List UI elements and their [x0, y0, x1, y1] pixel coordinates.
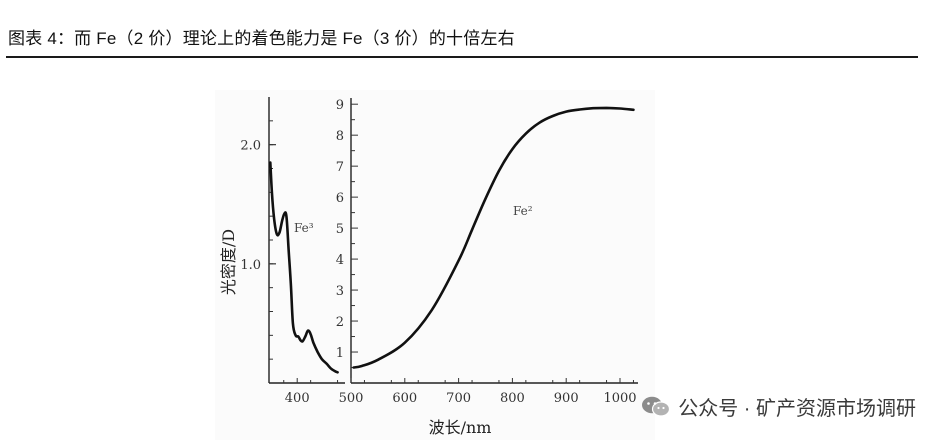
title-divider: [6, 56, 918, 58]
right-y-tick-label: 9: [336, 98, 344, 113]
x-tick-label: 400: [285, 391, 310, 406]
right-x-ticks: 500 600 700 800 900 1000: [339, 378, 637, 406]
right-y-tick-label: 6: [336, 191, 344, 206]
fe3-series-label: Fe³: [294, 221, 314, 235]
right-y-tick-label: 3: [336, 284, 344, 299]
y-axis-title: 光密度/D: [219, 229, 238, 295]
left-y-tick-label: 1.0: [240, 258, 261, 273]
figure-title: 图表 4：而 Fe（2 价）理论上的着色能力是 Fe（3 价）的十倍左右: [8, 29, 515, 48]
x-tick-label: 700: [446, 391, 471, 406]
left-x-ticks: 400: [283, 378, 339, 406]
wechat-icon: [641, 395, 671, 419]
x-tick-label: 500: [339, 391, 364, 406]
right-y-tick-label: 5: [336, 222, 344, 237]
fe2-series-line: [352, 106, 635, 369]
right-y-tick-label: 4: [336, 253, 344, 268]
right-y-tick-label: 7: [336, 160, 344, 175]
right-y-tick-label: 2: [336, 315, 344, 330]
x-axis-title: 波长/nm: [429, 418, 492, 437]
right-y-tick-label: 1: [336, 346, 344, 361]
fe3-series-line: [269, 161, 339, 374]
fe2-series-label: Fe²: [513, 204, 533, 218]
x-tick-label: 800: [500, 391, 525, 406]
watermark: 公众号 · 矿产资源市场调研: [641, 392, 916, 421]
x-tick-label: 600: [392, 391, 417, 406]
x-tick-label: 1000: [603, 391, 636, 406]
chart-background: [215, 90, 655, 440]
watermark-text: 公众号 · 矿产资源市场调研: [678, 398, 916, 420]
right-y-ticks: 1 2 3 4 5 6 7 8 9: [336, 98, 358, 369]
right-y-tick-label: 8: [336, 129, 344, 144]
left-y-tick-label: 2.0: [240, 139, 261, 154]
x-tick-label: 900: [554, 391, 579, 406]
